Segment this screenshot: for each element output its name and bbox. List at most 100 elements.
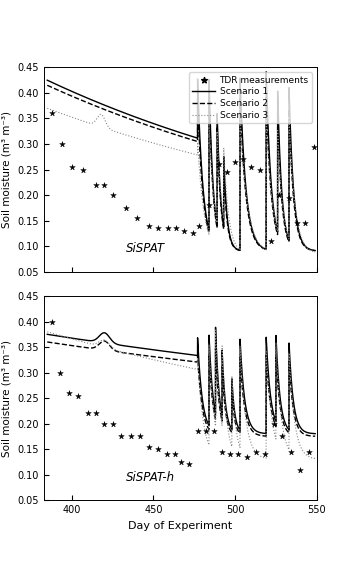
TDR measurements [174, 224, 179, 233]
Scenario 2 [160, 127, 164, 134]
Scenario 3 [313, 249, 317, 256]
Y-axis label: Soil moisture (m³ m⁻³): Soil moisture (m³ m⁻³) [2, 339, 12, 456]
Scenario 1 [160, 347, 164, 354]
TDR measurements [190, 229, 195, 238]
TDR measurements [59, 139, 65, 148]
Scenario 3 [305, 452, 309, 459]
Text: SiSPAT-h: SiSPAT-h [126, 471, 175, 484]
TDR measurements [203, 427, 208, 436]
Scenario 2 [240, 380, 244, 387]
TDR measurements [102, 180, 107, 189]
TDR measurements [224, 167, 230, 176]
TDR measurements [244, 452, 249, 461]
Line: Scenario 1: Scenario 1 [47, 72, 315, 251]
TDR measurements [138, 432, 143, 441]
Scenario 3 [160, 359, 164, 365]
Scenario 1 [305, 429, 309, 436]
Scenario 1 [172, 349, 177, 356]
TDR measurements [134, 214, 140, 223]
Scenario 1 [213, 324, 218, 330]
TDR measurements [271, 419, 277, 428]
Scenario 1 [291, 187, 296, 194]
TDR measurements [156, 445, 161, 454]
Line: Scenario 1: Scenario 1 [47, 327, 315, 434]
TDR measurements [249, 162, 254, 171]
Legend: TDR measurements, Scenario 1, Scenario 2, Scenario 3: TDR measurements, Scenario 1, Scenario 2… [189, 72, 312, 123]
TDR measurements [195, 427, 200, 436]
TDR measurements [172, 450, 177, 459]
TDR measurements [311, 142, 316, 151]
TDR measurements [49, 109, 55, 118]
Scenario 3 [305, 244, 309, 251]
TDR measurements [178, 457, 184, 466]
Scenario 2 [313, 247, 317, 254]
TDR measurements [49, 317, 55, 326]
Scenario 1 [172, 128, 177, 134]
Scenario 1 [45, 77, 49, 84]
Line: Scenario 2: Scenario 2 [47, 341, 315, 436]
Scenario 2 [291, 407, 296, 414]
TDR measurements [102, 419, 107, 428]
TDR measurements [280, 432, 285, 441]
TDR measurements [276, 191, 282, 200]
TDR measurements [94, 409, 99, 418]
TDR measurements [216, 160, 222, 169]
Scenario 3 [213, 327, 218, 333]
Scenario 3 [45, 328, 49, 335]
Scenario 2 [45, 339, 49, 346]
Scenario 1 [158, 347, 162, 354]
Scenario 1 [158, 123, 162, 129]
TDR measurements [262, 450, 267, 459]
Line: Scenario 2: Scenario 2 [47, 85, 315, 251]
TDR measurements [146, 221, 151, 230]
TDR measurements [66, 388, 71, 397]
X-axis label: Day of Experiment: Day of Experiment [128, 520, 233, 531]
Scenario 2 [291, 194, 296, 201]
TDR measurements [227, 450, 233, 459]
TDR measurements [156, 224, 161, 233]
TDR measurements [253, 447, 259, 456]
Scenario 1 [291, 400, 296, 406]
Scenario 1 [240, 121, 244, 128]
TDR measurements [165, 224, 171, 233]
Scenario 2 [158, 354, 162, 361]
TDR measurements [118, 432, 124, 441]
Y-axis label: Soil moisture (m³ m⁻³): Soil moisture (m³ m⁻³) [2, 111, 12, 228]
Scenario 2 [102, 338, 106, 345]
Scenario 3 [291, 188, 296, 195]
TDR measurements [294, 219, 300, 228]
TDR measurements [219, 447, 225, 456]
TDR measurements [288, 447, 294, 456]
Scenario 1 [313, 430, 317, 437]
TDR measurements [306, 447, 312, 456]
Text: SiSPAT: SiSPAT [126, 242, 165, 255]
Scenario 2 [240, 136, 244, 143]
Scenario 3 [45, 105, 49, 112]
Scenario 2 [313, 433, 317, 439]
Scenario 3 [172, 361, 177, 368]
TDR measurements [257, 165, 263, 174]
Scenario 2 [158, 126, 162, 133]
Scenario 3 [240, 144, 244, 151]
Scenario 3 [158, 142, 162, 148]
TDR measurements [57, 368, 63, 377]
Scenario 1 [160, 123, 164, 130]
TDR measurements [146, 442, 151, 451]
TDR measurements [211, 427, 217, 436]
Scenario 2 [45, 82, 49, 89]
Scenario 3 [240, 375, 244, 382]
Scenario 3 [313, 455, 317, 462]
TDR measurements [286, 193, 292, 202]
Scenario 2 [172, 131, 177, 138]
Scenario 1 [264, 69, 268, 75]
Scenario 2 [305, 245, 309, 252]
TDR measurements [110, 191, 115, 200]
TDR measurements [85, 409, 91, 418]
TDR measurements [94, 180, 99, 189]
TDR measurements [69, 162, 75, 171]
Scenario 1 [313, 247, 317, 254]
TDR measurements [232, 157, 238, 166]
TDR measurements [196, 221, 202, 230]
TDR measurements [187, 460, 192, 469]
TDR measurements [235, 450, 241, 459]
